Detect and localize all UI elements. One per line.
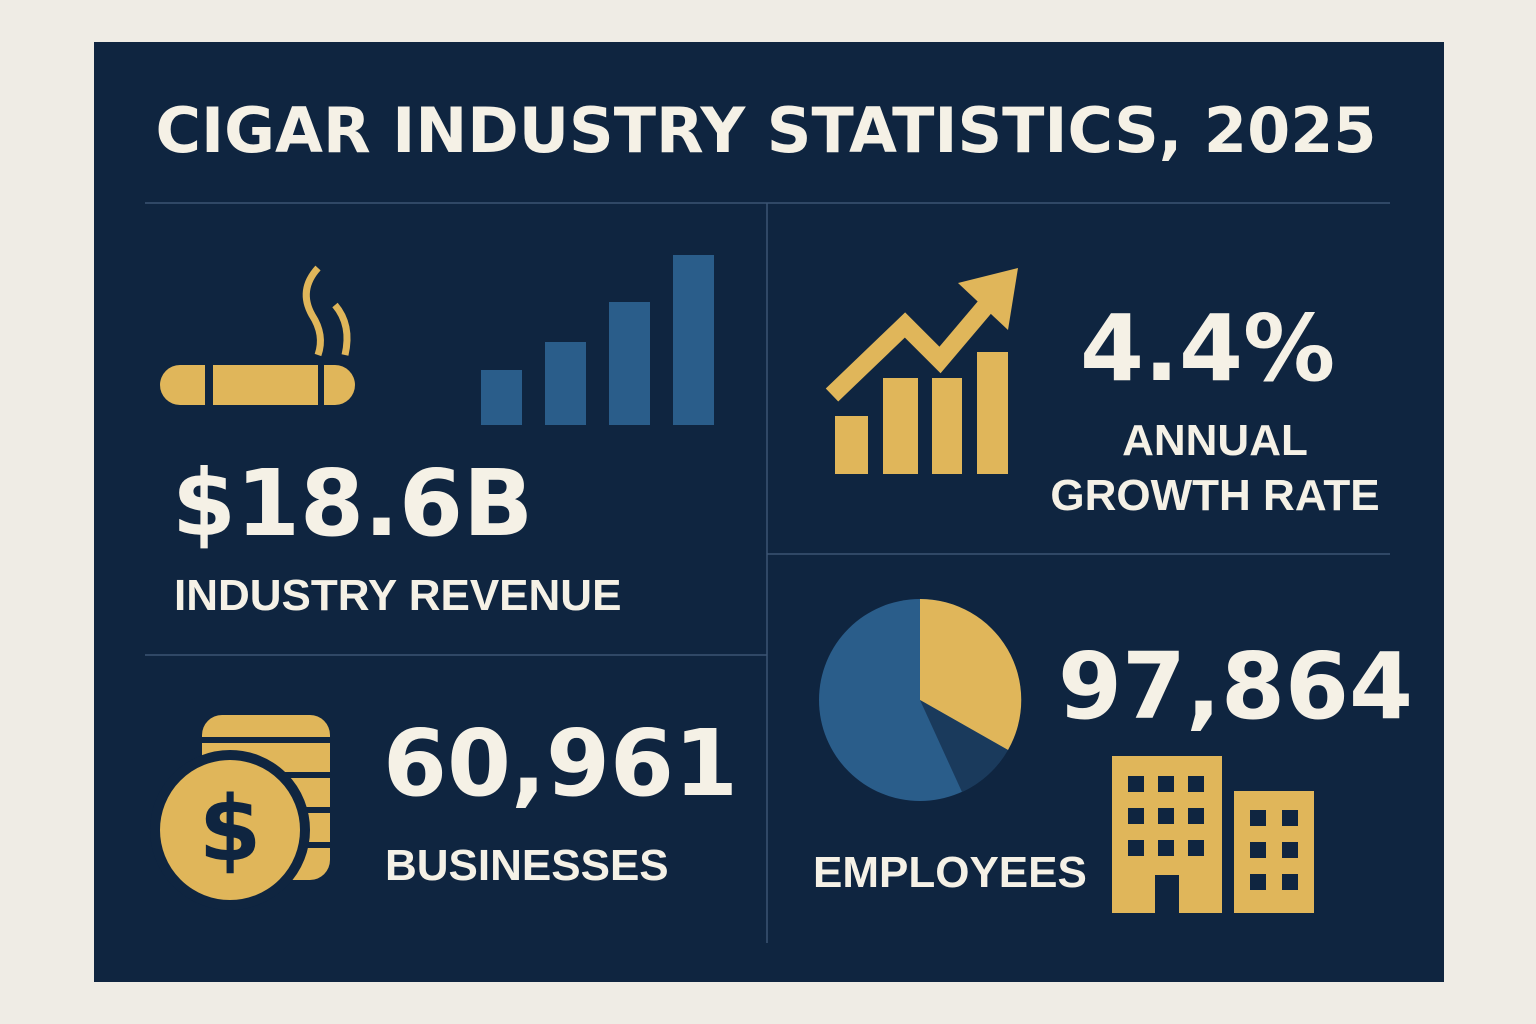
stat-label: BUSINESSES — [385, 841, 669, 890]
stat-value: 97,864 — [1058, 633, 1413, 740]
bar-icon — [481, 255, 714, 425]
stat-label: GROWTH RATE — [1050, 471, 1379, 520]
stat-value: 60,961 — [383, 710, 738, 817]
building-icon — [1112, 756, 1314, 913]
svg-text:$: $ — [199, 777, 262, 882]
title: CIGAR INDUSTRY STATISTICS, 2025 — [156, 94, 1377, 167]
stat-label: ANNUAL — [1122, 416, 1308, 465]
stat-value: $18.6B — [172, 450, 533, 557]
stat-value: 4.4% — [1080, 295, 1335, 402]
stat-label: INDUSTRY REVENUE — [174, 571, 621, 620]
cigar-icon — [160, 265, 355, 405]
stat-label: EMPLOYEES — [813, 848, 1087, 897]
pie-icon — [819, 598, 1022, 801]
coins-icon: $ — [150, 715, 330, 910]
growth-icon — [825, 268, 1018, 474]
